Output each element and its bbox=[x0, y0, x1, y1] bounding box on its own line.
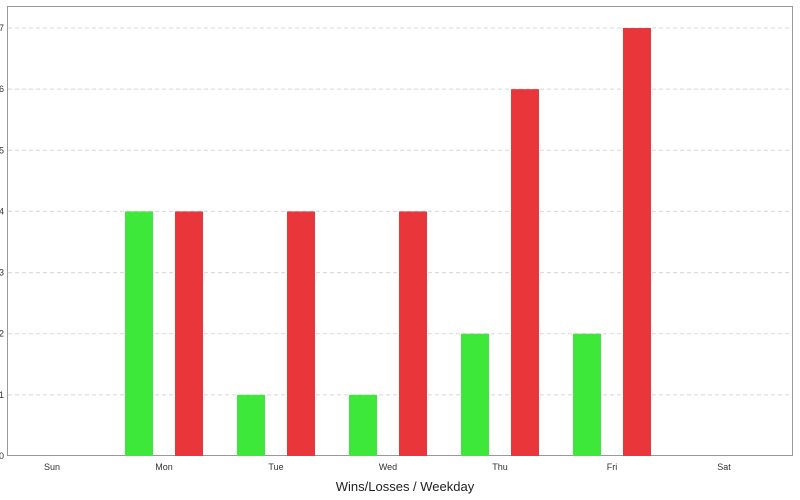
y-tick-label: 6 bbox=[0, 84, 4, 94]
x-tick-label: Fri bbox=[607, 462, 618, 472]
bar-series-1-mon bbox=[125, 211, 153, 456]
y-axis-tick-labels: 0 1 2 3 4 5 6 7 bbox=[0, 23, 4, 461]
x-tick-label: Sat bbox=[717, 462, 731, 472]
x-tick-label: Sun bbox=[44, 462, 60, 472]
x-tick-label: Thu bbox=[492, 462, 508, 472]
bar-series-1-fri bbox=[573, 333, 601, 456]
bar-series-2-tue bbox=[287, 211, 315, 456]
y-tick-label: 3 bbox=[0, 268, 4, 278]
x-tick-label: Mon bbox=[155, 462, 173, 472]
y-tick-label: 0 bbox=[0, 451, 4, 461]
bar-series-2-wed bbox=[399, 211, 427, 456]
x-axis-tick-labels: Sun Mon Tue Wed Thu Fri Sat bbox=[44, 462, 731, 472]
y-tick-label: 4 bbox=[0, 206, 4, 216]
bar-series-1-wed bbox=[349, 394, 377, 456]
bar-series-1-tue bbox=[237, 394, 265, 456]
x-tick-label: Tue bbox=[268, 462, 283, 472]
bar-series-2-fri bbox=[623, 28, 651, 456]
bar-series-1-thu bbox=[461, 333, 489, 456]
bars bbox=[125, 28, 651, 457]
y-tick-label: 2 bbox=[0, 329, 4, 339]
bar-series-2-thu bbox=[511, 89, 539, 457]
y-tick-label: 7 bbox=[0, 23, 4, 33]
y-tick-label: 5 bbox=[0, 145, 4, 155]
bar-series-2-mon bbox=[175, 211, 203, 456]
y-tick-label: 1 bbox=[0, 390, 4, 400]
x-axis-title: Wins/Losses / Weekday bbox=[336, 479, 475, 494]
x-tick-label: Wed bbox=[379, 462, 397, 472]
